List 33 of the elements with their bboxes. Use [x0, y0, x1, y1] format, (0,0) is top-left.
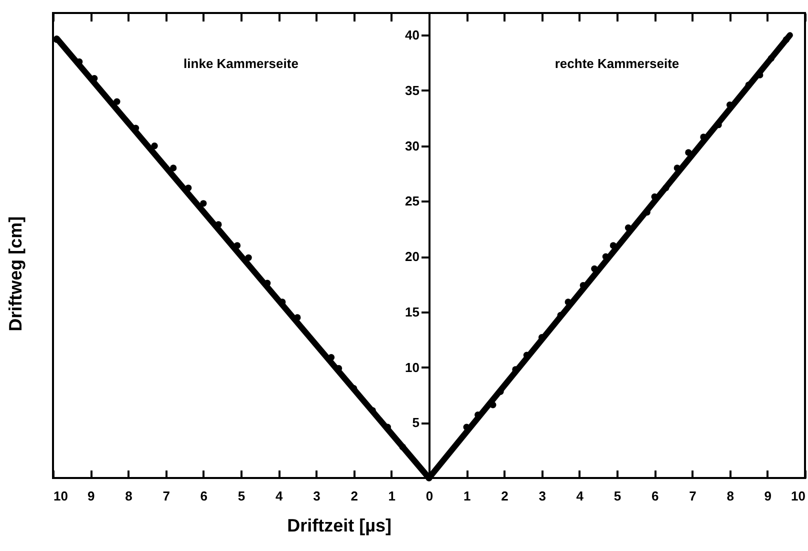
x-tick-label: 0	[426, 488, 434, 504]
x-tick-label: 3	[538, 488, 546, 504]
annotation: rechte Kammerseite	[554, 56, 680, 72]
y-tick-label: 10	[405, 360, 420, 375]
y-tick-label: 35	[405, 83, 420, 98]
x-tick-label: 4	[275, 488, 284, 504]
x-tick-label: 9	[87, 488, 95, 504]
x-tick-label: 6	[651, 488, 659, 504]
y-tick-label: 30	[405, 138, 420, 154]
x-tick-label: 9	[764, 488, 772, 504]
x-axis-title: Driftzeit [µs]	[287, 516, 392, 536]
x-tick-label: 1	[463, 488, 471, 504]
x-tick-label: 10	[54, 488, 68, 504]
x-tick-label: 4	[576, 488, 584, 504]
x-tick-label: 5	[614, 488, 622, 504]
y-tick-label: 15	[405, 304, 420, 320]
x-tick-label: 2	[350, 488, 358, 504]
x-tick-label: 3	[313, 488, 320, 504]
y-tick-label: 25	[405, 194, 420, 209]
x-tick-label: 1	[388, 488, 396, 504]
x-tick-label: 8	[726, 488, 734, 504]
y-tick-label: 40	[405, 28, 420, 43]
y-tick-label: 20	[405, 249, 420, 264]
x-tick-label: 10	[791, 488, 806, 504]
x-tick-label: 6	[200, 488, 208, 504]
x-tick-label: 7	[689, 488, 696, 504]
x-tick-label: 8	[125, 488, 132, 504]
annotation: linke Kammerseite	[184, 56, 298, 72]
y-tick-label: 5	[412, 415, 420, 430]
y-axis-title: Driftweg [cm]	[6, 216, 26, 332]
x-tick-label: 7	[162, 488, 170, 504]
x-tick-label: 5	[238, 488, 246, 504]
x-tick-label: 2	[501, 488, 508, 504]
